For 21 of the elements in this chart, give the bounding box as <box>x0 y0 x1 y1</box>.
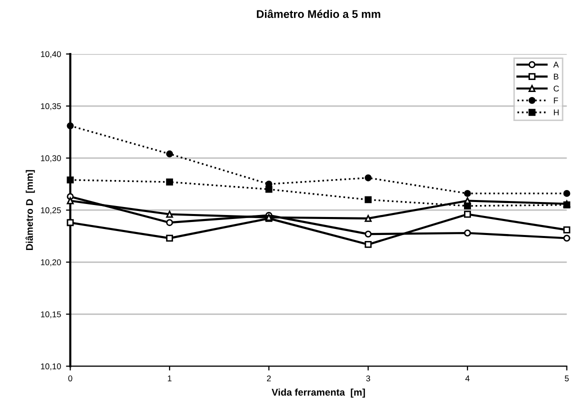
y-tick-label: 10,25 <box>41 207 61 214</box>
legend-label: C <box>554 86 559 92</box>
legend-label: A <box>553 62 559 68</box>
y-tick-label: 10,15 <box>41 311 61 318</box>
x-tick-label: 0 <box>68 375 72 382</box>
y-tick-label: 10,20 <box>41 259 61 266</box>
x-tick-label: 2 <box>266 375 271 382</box>
legend-label: H <box>554 110 559 116</box>
x-tick-label: 1 <box>168 376 172 382</box>
y-tick-label: 10,10 <box>41 363 61 370</box>
x-tick-label: 3 <box>366 375 370 382</box>
legend-label: B <box>554 74 558 80</box>
legend-label: F <box>554 98 558 104</box>
y-tick-label: 10,40 <box>41 51 61 58</box>
y-tick-label: 10,30 <box>41 155 61 162</box>
x-tick-label: 5 <box>564 376 569 382</box>
y-axis-title: Diâmetro D [mm] <box>26 170 35 250</box>
x-tick-label: 4 <box>465 376 470 382</box>
x-axis-title: Vida ferramenta [m] <box>272 388 365 398</box>
y-tick-label: 10,35 <box>41 103 61 110</box>
chart-title: Diâmetro Médio a 5 mm <box>256 10 380 18</box>
